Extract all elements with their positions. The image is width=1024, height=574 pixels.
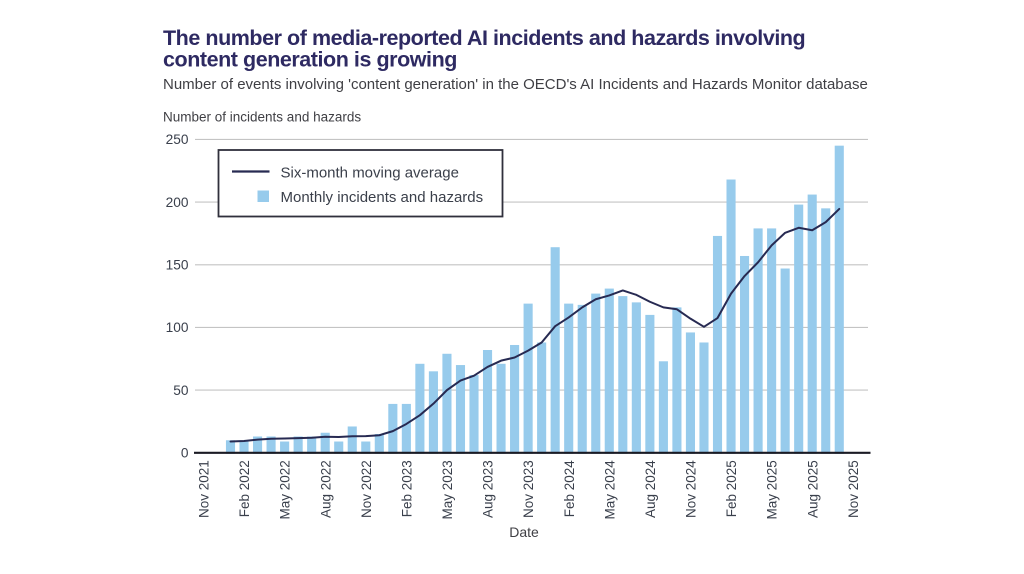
svg-text:Monthly incidents and hazards: Monthly incidents and hazards (281, 189, 484, 206)
svg-text:0: 0 (181, 446, 189, 461)
svg-text:content generation is growing: content generation is growing (163, 48, 457, 72)
svg-text:Feb 2022: Feb 2022 (237, 460, 252, 517)
svg-text:Nov 2023: Nov 2023 (521, 460, 536, 518)
svg-text:Number of events involving 'co: Number of events involving 'content gene… (163, 76, 868, 93)
svg-text:May 2025: May 2025 (765, 460, 780, 519)
svg-text:May 2023: May 2023 (440, 460, 455, 519)
svg-text:May 2022: May 2022 (278, 460, 293, 519)
svg-text:Nov 2022: Nov 2022 (359, 460, 374, 518)
svg-text:Nov 2025: Nov 2025 (846, 460, 861, 518)
svg-text:Feb 2025: Feb 2025 (724, 460, 739, 517)
svg-text:150: 150 (166, 258, 189, 273)
svg-text:Aug 2023: Aug 2023 (481, 460, 496, 518)
svg-text:Aug 2025: Aug 2025 (805, 460, 820, 518)
svg-text:100: 100 (166, 320, 189, 335)
svg-text:Nov 2024: Nov 2024 (684, 460, 699, 518)
svg-text:Aug 2022: Aug 2022 (318, 460, 333, 518)
svg-text:Number of incidents and hazard: Number of incidents and hazards (163, 109, 361, 124)
svg-text:50: 50 (173, 383, 189, 398)
svg-text:Six-month moving average: Six-month moving average (281, 165, 459, 182)
svg-text:Feb 2023: Feb 2023 (400, 460, 415, 517)
svg-text:Aug 2024: Aug 2024 (643, 460, 658, 518)
svg-text:Nov 2021: Nov 2021 (197, 460, 212, 518)
svg-text:200: 200 (166, 195, 189, 210)
svg-text:250: 250 (166, 132, 189, 147)
svg-text:Feb 2024: Feb 2024 (562, 460, 577, 518)
svg-text:The number of media-reported A: The number of media-reported AI incident… (163, 26, 805, 50)
svg-text:May 2024: May 2024 (602, 460, 617, 520)
svg-text:Date: Date (509, 524, 539, 540)
